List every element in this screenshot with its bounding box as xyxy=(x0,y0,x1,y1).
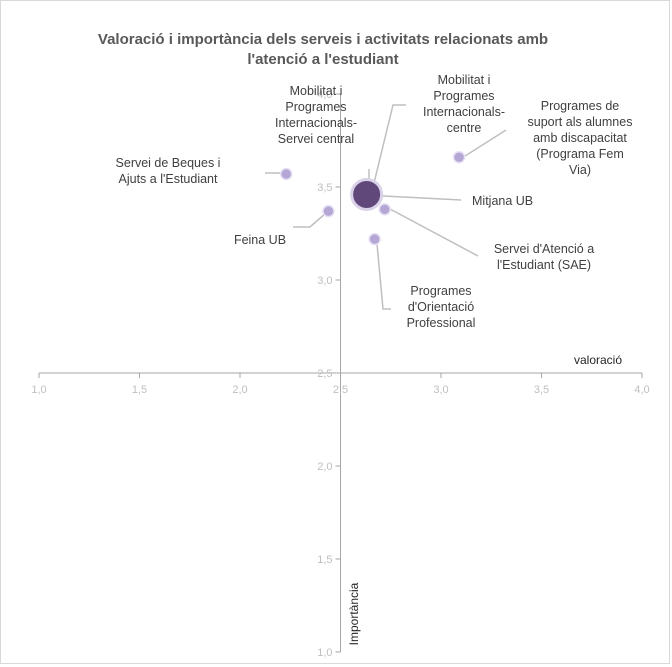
data-label: Internacionals- xyxy=(423,105,505,119)
y-tick-label: 4,0 xyxy=(317,89,332,101)
scatter-point xyxy=(368,232,381,246)
data-label: (Programa Fem xyxy=(536,147,624,161)
x-tick-label: 1,0 xyxy=(31,384,46,396)
x-tick-label: 1,5 xyxy=(132,384,147,396)
chart-title-line: Valoració i importància dels serveis i a… xyxy=(98,31,548,48)
x-tick-label: 2,5 xyxy=(333,384,348,396)
data-label: Servei d'Atenció a xyxy=(494,242,594,256)
y-axis-title: Importància xyxy=(347,582,361,645)
x-tick-label: 3,5 xyxy=(534,384,549,396)
data-label: centre xyxy=(447,121,482,135)
data-label: Professional xyxy=(407,316,476,330)
x-tick-label: 2,0 xyxy=(232,384,247,396)
data-label: amb discapacitat xyxy=(533,131,627,145)
data-label: Ajuts a l'Estudiant xyxy=(119,172,218,186)
data-label: Servei de Beques i xyxy=(116,156,221,170)
chart-title-line: l'atenció a l'estudiant xyxy=(247,51,398,68)
data-label: Feina UB xyxy=(234,233,286,247)
data-label: Programes xyxy=(433,89,494,103)
data-label: Via) xyxy=(569,163,591,177)
y-tick-label: 2,5 xyxy=(317,368,332,380)
y-tick-label: 3,0 xyxy=(317,275,332,287)
data-label: Mobilitat i xyxy=(290,84,343,98)
scatter-point xyxy=(452,150,466,164)
data-label: suport als alumnes xyxy=(528,115,633,129)
scatter-point xyxy=(378,203,391,216)
leader-line xyxy=(384,208,479,257)
leader-line xyxy=(373,238,391,310)
y-tick-label: 1,5 xyxy=(317,554,332,566)
data-label: Internacionals- xyxy=(275,116,357,130)
data-label: d'Orientació xyxy=(408,300,474,314)
x-tick-label: 3,0 xyxy=(433,384,448,396)
x-axis-title: valoració xyxy=(574,353,622,367)
data-label: Mitjana UB xyxy=(472,194,533,208)
x-tick-label: 4,0 xyxy=(634,384,649,396)
scatter-point xyxy=(279,167,293,181)
data-label: Programes de xyxy=(541,99,620,113)
data-label: Programes xyxy=(285,100,346,114)
y-tick-label: 1,0 xyxy=(317,647,332,659)
scatter-point xyxy=(322,204,335,218)
y-tick-label: 2,0 xyxy=(317,461,332,473)
data-label: Programes xyxy=(410,284,471,298)
y-tick-label: 3,5 xyxy=(317,182,332,194)
mitjana-ub-point xyxy=(350,177,384,211)
data-label: l'Estudiant (SAE) xyxy=(497,258,591,272)
data-label: Mobilitat i xyxy=(438,73,491,87)
data-label: Servei central xyxy=(278,132,354,146)
